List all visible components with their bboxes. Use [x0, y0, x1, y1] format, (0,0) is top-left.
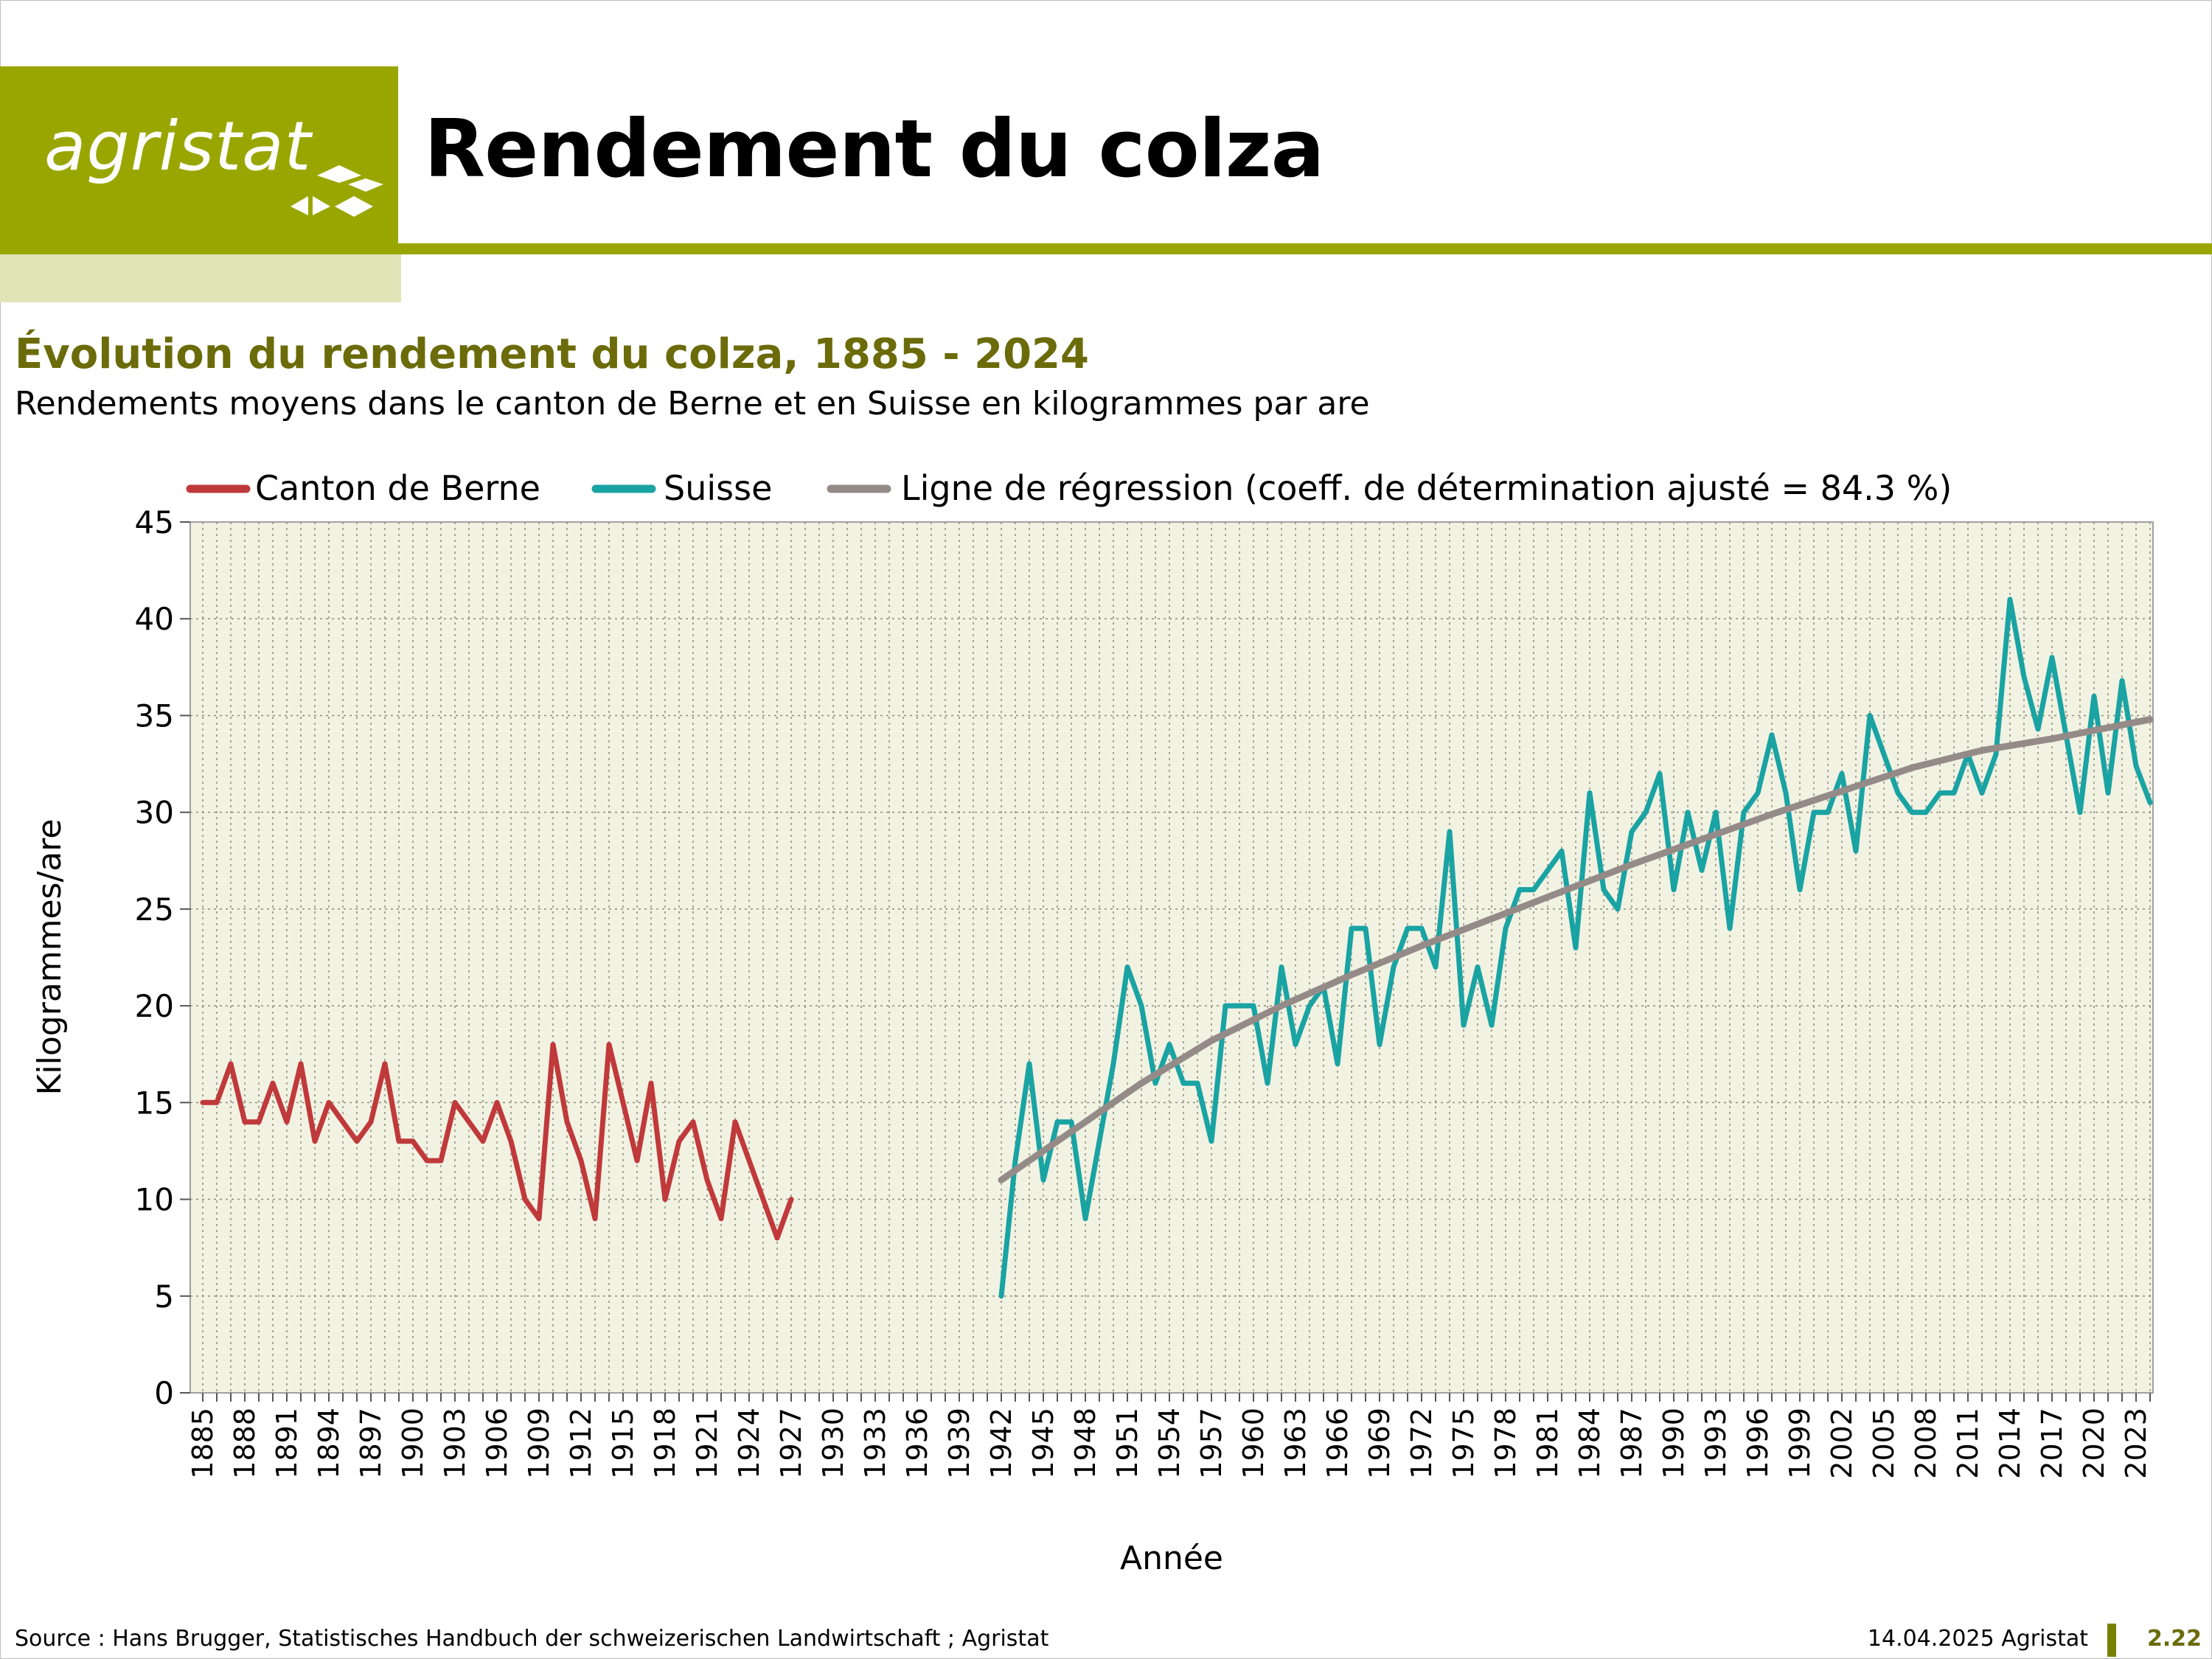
- x-tick-label: 1987: [1615, 1408, 1648, 1479]
- series: [200, 597, 2154, 1299]
- x-tick-label: 1912: [565, 1408, 597, 1479]
- agristat-logo: [0, 66, 398, 254]
- y-axis-label: Kilogrammes/are: [31, 819, 69, 1096]
- x-tick-label: 1945: [1027, 1408, 1060, 1479]
- series-line-suisse: [998, 597, 2153, 1299]
- footer-date: 14.04.2025 Agristat: [1867, 1626, 2088, 1652]
- x-tick-label: 1885: [187, 1408, 219, 1479]
- x-tick-label: 1957: [1195, 1408, 1228, 1479]
- x-tick-label: 1981: [1531, 1408, 1564, 1479]
- x-tick-label: 2008: [1910, 1408, 1942, 1479]
- x-tick-label: 1954: [1153, 1408, 1186, 1479]
- regression-line: [998, 716, 2154, 1183]
- x-tick-label: 1900: [397, 1408, 429, 1479]
- x-tick-label: 1933: [859, 1408, 891, 1479]
- x-tick-label: 1999: [1784, 1408, 1816, 1479]
- x-tick-label: 2023: [2120, 1408, 2152, 1479]
- header-rule: [398, 243, 2212, 254]
- page-number: 2.22: [2147, 1626, 2202, 1652]
- x-tick-label: 1915: [607, 1408, 639, 1479]
- x-tick-label: 2020: [2078, 1408, 2110, 1479]
- x-tick-label: 1897: [355, 1408, 387, 1479]
- series-line-bern: [200, 1042, 794, 1241]
- x-tick-label: 2005: [1868, 1408, 1900, 1479]
- plot-area: [189, 521, 2154, 1394]
- x-tick-label: 1975: [1447, 1408, 1480, 1479]
- x-tick-label: 1930: [817, 1408, 849, 1479]
- x-tick-label: 1903: [439, 1408, 471, 1479]
- x-tick-label: 1948: [1069, 1408, 1102, 1479]
- x-tick-label: 1888: [229, 1408, 261, 1479]
- x-tick-label: 1942: [985, 1408, 1018, 1479]
- y-tick-label: 10: [135, 1182, 174, 1218]
- x-tick-label: 1978: [1489, 1408, 1522, 1479]
- x-tick-label: 1918: [649, 1408, 681, 1479]
- logo-underlay: [0, 254, 401, 302]
- legend-label: Canton de Berne: [255, 468, 540, 508]
- legend-label: Ligne de régression (coeff. de détermina…: [901, 468, 1952, 508]
- y-tick-label: 35: [135, 698, 174, 734]
- x-tick-label: 2014: [1994, 1408, 2026, 1479]
- x-tick-label: 2002: [1826, 1408, 1858, 1479]
- x-tick-label: 1972: [1405, 1408, 1438, 1479]
- x-tick-label: 1909: [523, 1408, 555, 1479]
- y-tick-label: 0: [154, 1375, 174, 1411]
- source-note: Source : Hans Brugger, Statistisches Han…: [15, 1626, 1049, 1652]
- x-tick-label: 1990: [1658, 1408, 1690, 1479]
- logo-mark-icon: [291, 165, 383, 217]
- x-tick-label: 1906: [481, 1408, 513, 1479]
- x-tick-label: 1966: [1321, 1408, 1354, 1479]
- page-title: Rendement du colza: [424, 103, 1325, 195]
- x-axis-label: Année: [1120, 1540, 1223, 1577]
- y-tick-label: 45: [135, 504, 174, 540]
- x-tick-label: 1891: [271, 1408, 303, 1479]
- grid: [190, 522, 2153, 1393]
- x-tick-label: 1951: [1111, 1408, 1144, 1479]
- x-tick-label: 1924: [733, 1408, 765, 1479]
- x-tick-label: 1960: [1237, 1408, 1270, 1479]
- x-tick-label: 1963: [1279, 1408, 1312, 1479]
- y-tick-label: 15: [135, 1085, 174, 1121]
- x-tick-label: 1921: [691, 1408, 723, 1479]
- x-tick-label: 1927: [775, 1408, 807, 1479]
- axes: 0 5 10 15 20 25 30 35 40 45 1885 1888 1891 1894 1897 19…: [135, 504, 2152, 1479]
- x-tick-label: 1936: [901, 1408, 933, 1479]
- footer-divider: [2107, 1624, 2116, 1657]
- chart-description: Rendements moyens dans le canton de Bern…: [15, 385, 1370, 422]
- y-tick-label: 20: [135, 988, 174, 1024]
- legend-label: Suisse: [664, 468, 772, 508]
- x-tick-label: 1969: [1363, 1408, 1396, 1479]
- x-tick-label: 1984: [1573, 1408, 1606, 1479]
- y-tick-label: 5: [154, 1279, 174, 1315]
- y-tick-label: 40: [135, 601, 174, 637]
- legend: Canton de Berne Suisse Ligne de régression…: [186, 468, 1952, 508]
- x-tick-label: 1939: [943, 1408, 975, 1479]
- logo-text: agristat: [44, 107, 312, 186]
- y-tick-label: 25: [135, 891, 174, 928]
- x-tick-label: 2017: [2036, 1408, 2068, 1479]
- x-tick-label: 2011: [1952, 1408, 1984, 1479]
- x-tick-label: 1993: [1700, 1408, 1732, 1479]
- x-tick-label: 1996: [1742, 1408, 1774, 1479]
- y-tick-label: 30: [135, 795, 174, 831]
- chart-subtitle: Évolution du rendement du colza, 1885 - …: [15, 330, 1089, 378]
- x-tick-label: 1894: [313, 1408, 345, 1479]
